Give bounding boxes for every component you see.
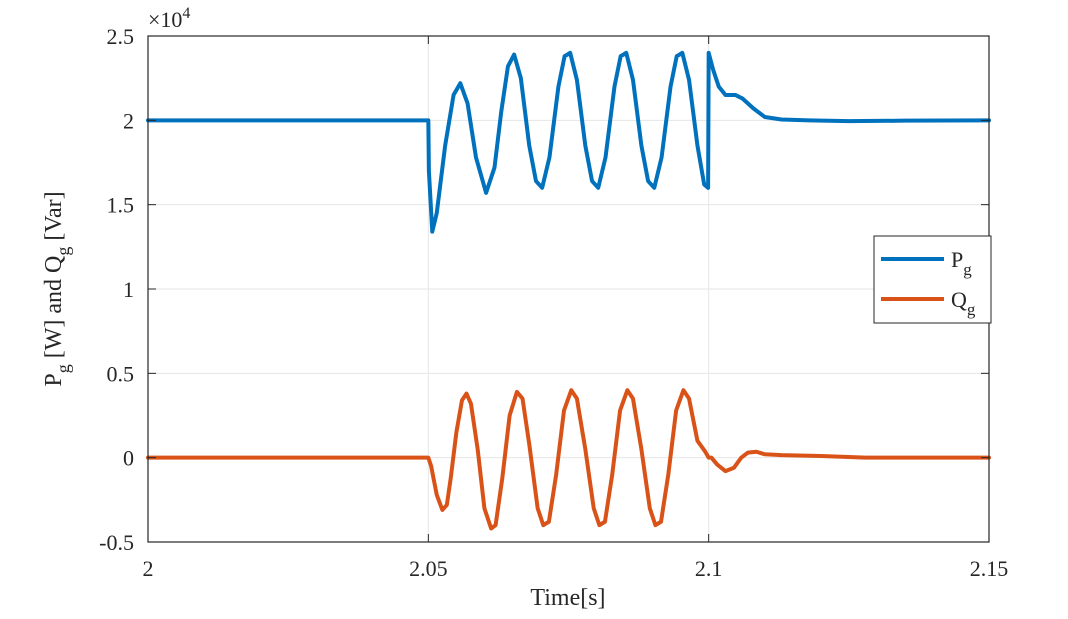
y-tick-label: -0.5 — [99, 530, 134, 555]
y-axis-title-p: P — [41, 373, 67, 386]
y-axis-title-end: [Var] — [41, 191, 67, 246]
series-layer — [146, 50, 991, 531]
y-axis-title-sub1: g — [53, 364, 73, 373]
legend-label-qg-main: Q — [951, 287, 967, 312]
legend-label-qg-sub: g — [967, 300, 976, 319]
legend-label-pg: Pg — [951, 247, 972, 279]
y-axis-title-sub2: g — [53, 247, 73, 256]
y-tick-label: 2.5 — [107, 24, 135, 49]
x-tick-label: 2.05 — [409, 556, 448, 581]
y-tick-label: 1 — [123, 277, 134, 302]
legend-label-pg-sub: g — [963, 260, 972, 279]
y-tick-label: 2 — [123, 108, 134, 133]
x-tick-label: 2 — [143, 556, 154, 581]
y-exponent-base: ×10 — [148, 7, 182, 32]
ticks — [147, 35, 990, 543]
legend-label-qg: Qg — [951, 287, 976, 319]
legend-label-pg-main: P — [951, 247, 963, 272]
y-axis-title-mid: [W] and Q — [41, 256, 67, 365]
y-tick-label: 1.5 — [107, 193, 135, 218]
y-exponent-label: ×104 — [148, 5, 190, 32]
tick-labels: 2 2.05 2.1 2.15 -0.5 0 0.5 1 1.5 2 2.5 — [99, 24, 1008, 581]
y-tick-label: 0.5 — [107, 361, 135, 386]
legend: Pg Qg — [873, 235, 992, 324]
legend-box — [873, 235, 992, 324]
y-tick-label: 0 — [123, 446, 134, 471]
x-axis-title: Time[s] — [530, 585, 605, 611]
series-line-pg — [146, 50, 991, 234]
y-exponent-power: 4 — [182, 5, 190, 22]
x-tick-label: 2.15 — [970, 556, 1009, 581]
y-axis-title: Pg [W] and Qg [Var] — [41, 191, 73, 386]
series-line-qg — [146, 388, 991, 531]
x-tick-label: 2.1 — [695, 556, 723, 581]
